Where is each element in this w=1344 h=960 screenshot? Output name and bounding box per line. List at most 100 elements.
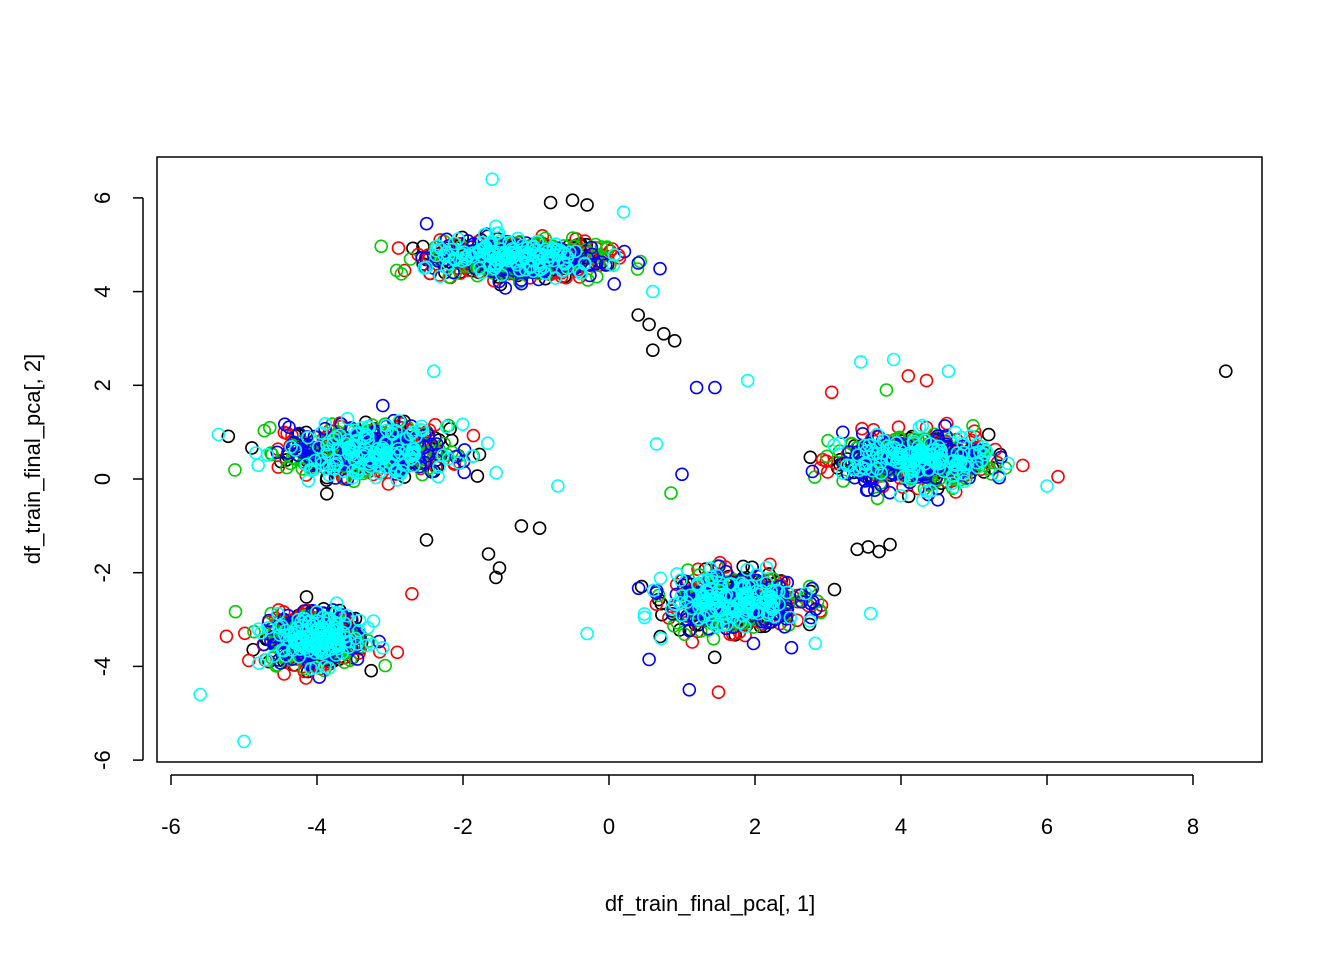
data-point [653, 261, 667, 276]
data-point [820, 449, 834, 464]
data-point [656, 326, 671, 341]
data-point [331, 641, 346, 656]
data-point [963, 429, 978, 444]
data-point [493, 234, 507, 248]
data-point [560, 250, 575, 264]
data-point [857, 438, 872, 453]
data-point [348, 631, 363, 646]
data-point [301, 430, 315, 445]
data-point [301, 614, 316, 629]
data-point [783, 610, 798, 625]
data-point [703, 561, 718, 576]
data-point [981, 427, 996, 442]
data-point [1040, 479, 1054, 493]
data-point [939, 429, 953, 443]
data-point [352, 623, 366, 638]
data-point [915, 418, 930, 433]
y-axis-title: df_train_final_pca[, 2] [20, 354, 45, 564]
data-point [802, 579, 817, 594]
data-point [418, 250, 433, 265]
data-point [381, 477, 396, 491]
data-point [280, 460, 294, 475]
data-point [966, 418, 980, 433]
data-point [704, 607, 719, 622]
data-point [682, 682, 697, 697]
data-point [514, 276, 529, 291]
data-point [637, 610, 652, 625]
data-point [631, 308, 646, 322]
data-point [824, 385, 839, 400]
data-point [808, 636, 823, 651]
data-point [332, 428, 347, 443]
data-point [338, 616, 352, 631]
data-point [442, 270, 457, 284]
data-point [375, 640, 390, 655]
data-point [762, 599, 777, 614]
data-point [607, 248, 622, 262]
data-point [332, 442, 347, 457]
data-point [492, 561, 507, 575]
data-point [481, 547, 496, 561]
data-point [855, 421, 869, 436]
data-point [637, 607, 652, 621]
data-point [865, 470, 880, 485]
data-point [769, 583, 784, 598]
data-point [642, 652, 656, 667]
data-point [417, 261, 432, 275]
data-point [901, 369, 916, 383]
data-point [879, 383, 894, 397]
data-point [532, 521, 547, 536]
x-tick-label: -4 [307, 814, 327, 839]
data-point [606, 258, 621, 273]
data-point [315, 456, 329, 471]
points-layer [193, 172, 1233, 749]
data-point [441, 418, 456, 433]
data-point [840, 458, 854, 473]
data-point [810, 594, 825, 609]
data-point [472, 447, 487, 462]
data-point [499, 252, 514, 266]
data-point [242, 653, 256, 668]
data-point [291, 637, 306, 651]
data-point [630, 262, 645, 276]
data-point [972, 445, 987, 459]
data-point [665, 606, 680, 621]
y-tick-label: 4 [90, 285, 115, 297]
data-point [419, 216, 434, 231]
data-point [457, 245, 471, 259]
data-point [941, 364, 956, 379]
data-point [780, 585, 794, 600]
data-point [314, 426, 328, 440]
data-point [419, 533, 434, 547]
plot-frame [156, 156, 1263, 763]
data-point [923, 437, 938, 451]
data-point [413, 422, 428, 437]
data-point [714, 580, 729, 594]
data-point [390, 645, 405, 660]
x-tick-label: -2 [453, 814, 473, 839]
data-point [580, 626, 594, 641]
data-point [342, 446, 356, 461]
data-point [763, 557, 777, 572]
data-point [803, 614, 817, 628]
data-point [407, 447, 422, 462]
data-point [300, 654, 315, 668]
data-point [758, 596, 773, 610]
data-point [832, 436, 847, 450]
data-point [1001, 456, 1015, 471]
data-point [974, 454, 989, 468]
data-point [271, 606, 285, 621]
data-point [705, 592, 720, 607]
data-point [364, 663, 379, 678]
data-point [485, 172, 500, 186]
data-point [960, 457, 975, 471]
data-point [820, 465, 835, 479]
data-point [759, 576, 774, 590]
data-point [346, 463, 360, 478]
data-point [251, 622, 266, 637]
y-tick-label: 6 [90, 192, 115, 204]
data-point [426, 364, 441, 379]
y-tick-label: -6 [90, 750, 115, 770]
data-point [740, 373, 755, 388]
data-point [557, 246, 572, 261]
